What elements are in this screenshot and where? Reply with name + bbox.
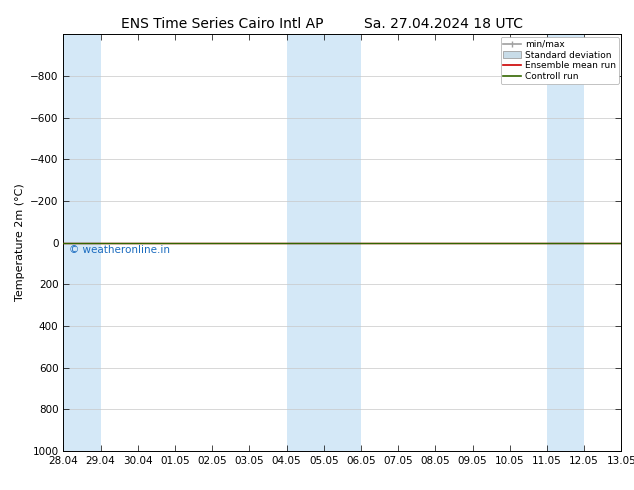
Bar	[63, 34, 101, 451]
Text: ENS Time Series Cairo Intl AP: ENS Time Series Cairo Intl AP	[120, 17, 323, 31]
Y-axis label: Temperature 2m (°C): Temperature 2m (°C)	[15, 184, 25, 301]
Text: © weatheronline.in: © weatheronline.in	[69, 245, 170, 255]
Bar	[287, 34, 361, 451]
Legend: min/max, Standard deviation, Ensemble mean run, Controll run: min/max, Standard deviation, Ensemble me…	[500, 37, 619, 84]
Bar	[547, 34, 584, 451]
Text: Sa. 27.04.2024 18 UTC: Sa. 27.04.2024 18 UTC	[365, 17, 523, 31]
